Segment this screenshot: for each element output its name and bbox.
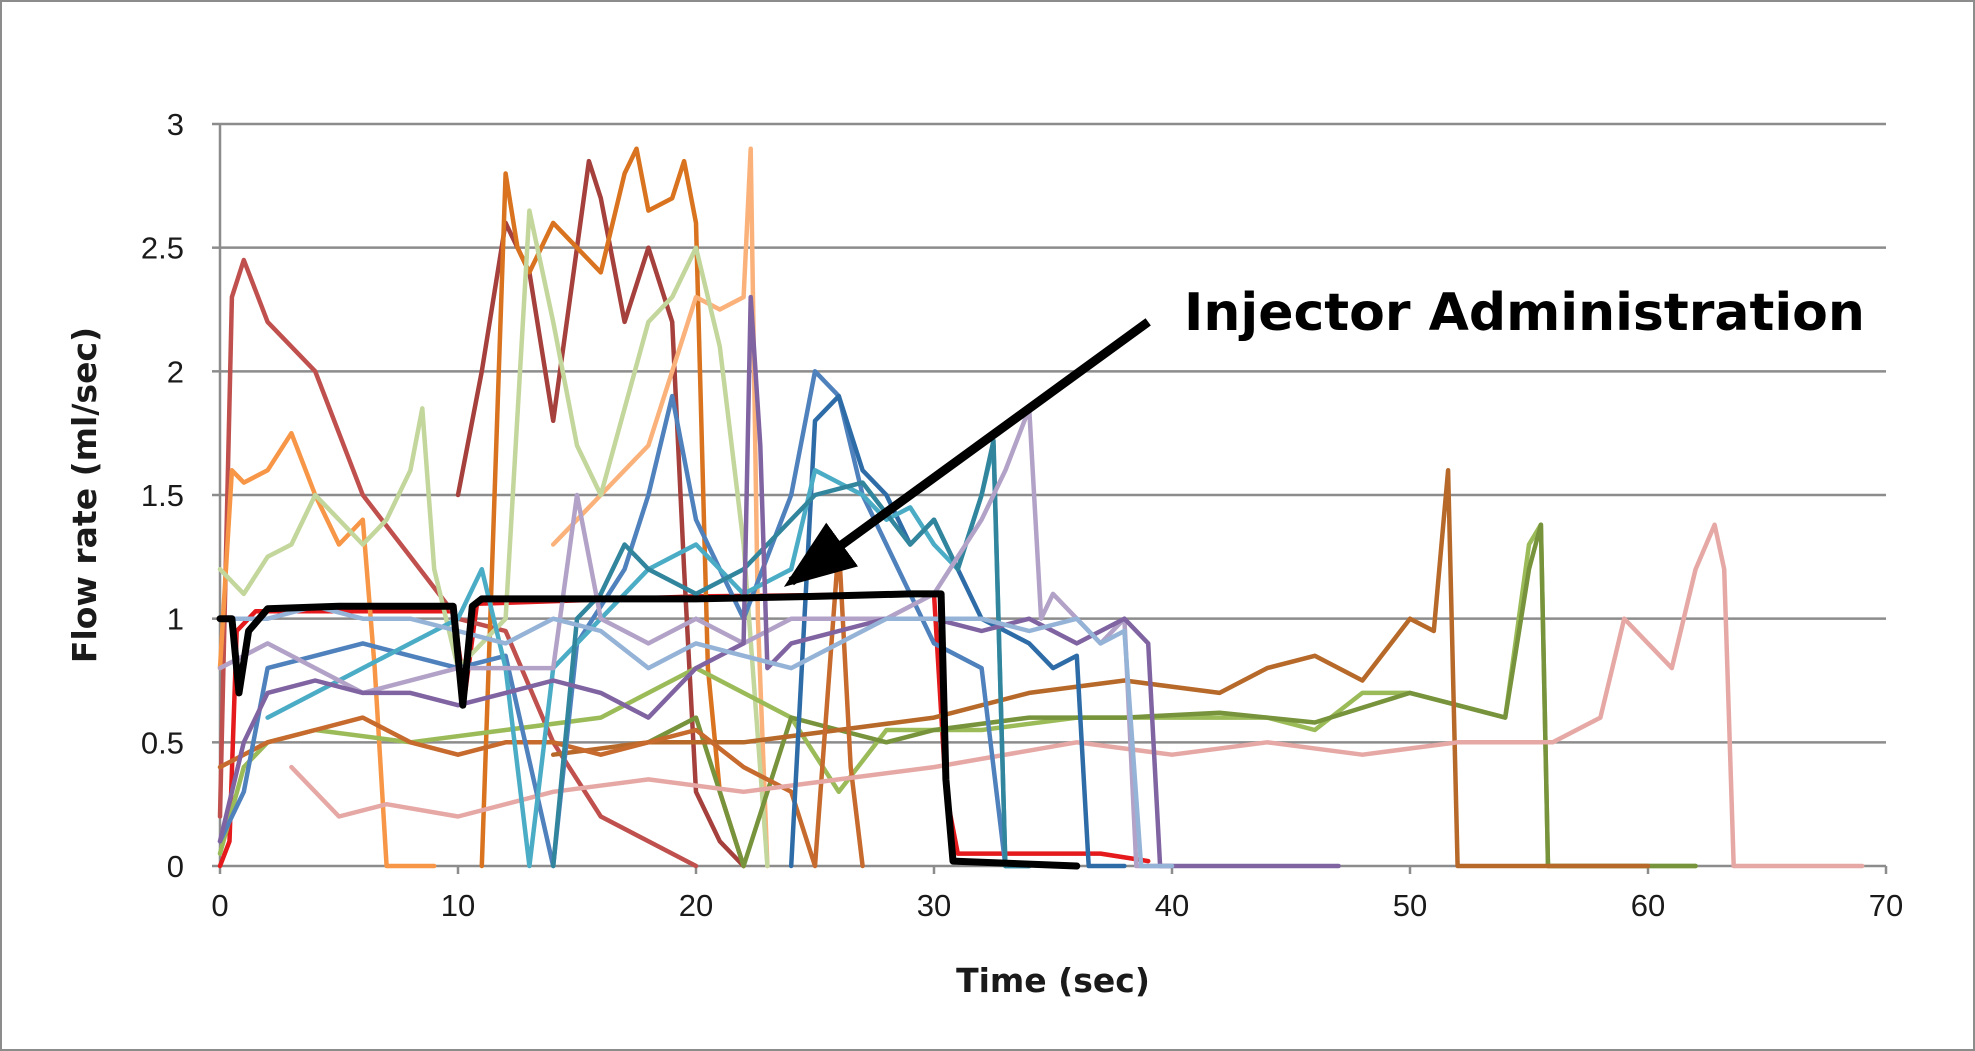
x-tick-label-6: 60 bbox=[1631, 888, 1665, 923]
x-tick-label-2: 20 bbox=[679, 888, 713, 923]
y-tick-label-1: 0.5 bbox=[141, 725, 184, 760]
y-tick-label-2: 1 bbox=[167, 602, 184, 637]
x-tick-label-5: 50 bbox=[1393, 888, 1427, 923]
x-tick-label-1: 10 bbox=[441, 888, 475, 923]
x-tick-label-4: 40 bbox=[1155, 888, 1189, 923]
series-line-2 bbox=[217, 257, 699, 869]
series-lines bbox=[216, 146, 1865, 870]
series-line-13 bbox=[217, 369, 1032, 869]
x-tick-label-7: 70 bbox=[1869, 888, 1903, 923]
series-line-17 bbox=[217, 406, 1175, 869]
axes bbox=[212, 122, 1888, 874]
annotation-label: Injector Administration bbox=[1184, 283, 1865, 343]
annotation-group bbox=[783, 318, 1151, 587]
x-tick-label-3: 30 bbox=[917, 888, 951, 923]
y-tick-label-6: 3 bbox=[167, 107, 184, 142]
series-line-11 bbox=[217, 542, 865, 869]
y-tick-label-5: 2.5 bbox=[141, 231, 184, 266]
tick-labels: 0 10 20 30 40 50 60 70 0 0.5 1 1.5 2 2.5 3 bbox=[141, 107, 1903, 923]
series-line-5 bbox=[479, 146, 746, 869]
y-tick-label-0: 0 bbox=[167, 849, 184, 884]
y-tick-label-4: 2 bbox=[167, 354, 184, 389]
series-line-10 bbox=[550, 468, 1651, 869]
series-line-18 bbox=[217, 294, 1341, 869]
y-tick-label-3: 1.5 bbox=[141, 478, 184, 513]
annotation-arrow bbox=[783, 318, 1151, 587]
y-axis-title: Flow rate (ml/sec) bbox=[65, 327, 104, 663]
series-line-19 bbox=[217, 604, 1175, 869]
series-line-9 bbox=[646, 522, 1698, 869]
x-axis-title: Time (sec) bbox=[956, 961, 1150, 1000]
series-line-0 bbox=[216, 590, 1081, 870]
series-line-16 bbox=[550, 438, 1032, 869]
x-tick-label-0: 0 bbox=[211, 888, 228, 923]
